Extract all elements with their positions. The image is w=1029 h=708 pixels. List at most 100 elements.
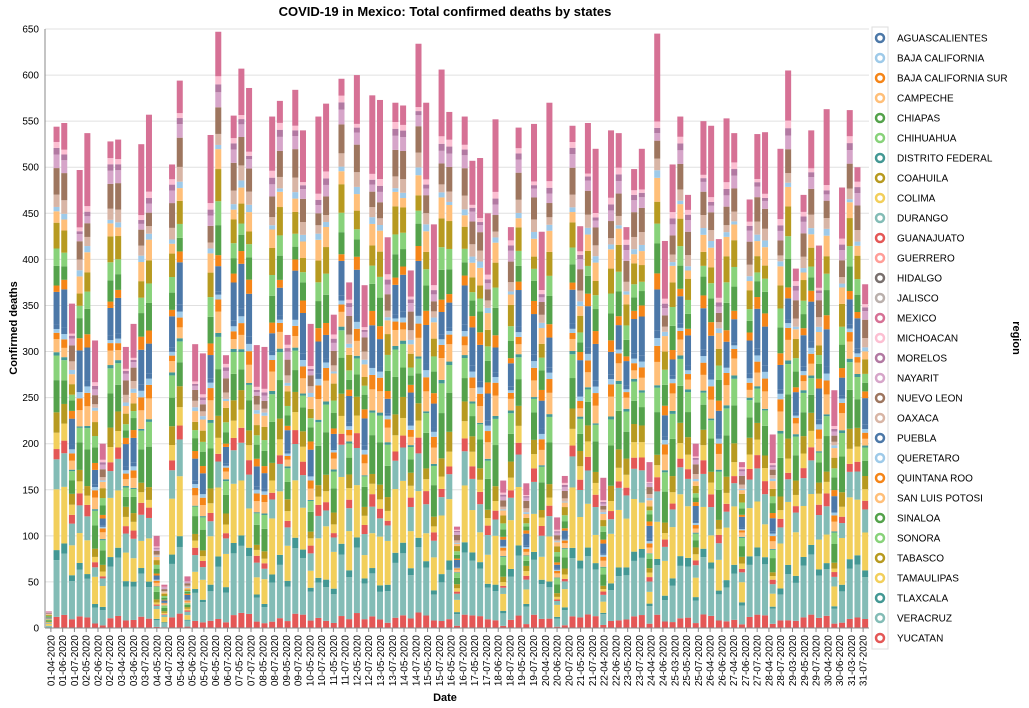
bar-segment (299, 549, 306, 558)
bar-segment (222, 367, 229, 371)
bar-segment (569, 332, 576, 339)
bar-segment (45, 623, 52, 624)
bar-segment (238, 409, 245, 428)
bar-segment (677, 385, 684, 423)
bar-segment (315, 301, 322, 329)
bar-segment (122, 506, 129, 517)
bar-segment (546, 217, 553, 225)
bar-segment (122, 373, 129, 381)
bar-segment (862, 304, 869, 308)
bar-segment (584, 503, 591, 548)
bar-segment (192, 484, 199, 488)
bar-segment (677, 163, 684, 190)
bar-segment (715, 443, 722, 454)
bar-segment (276, 122, 283, 130)
bar-segment (715, 306, 722, 313)
bar-segment (184, 583, 191, 586)
bar-segment (523, 526, 530, 531)
bar-segment (68, 469, 75, 472)
bar-segment (330, 428, 337, 434)
legend-symbol (874, 552, 886, 564)
bar-segment (130, 418, 137, 431)
bar-segment (654, 465, 661, 478)
bar-segment (400, 317, 407, 323)
bar-segment (315, 582, 322, 618)
bar-segment (815, 504, 822, 516)
x-tick-label: 10-05-2020 (305, 635, 316, 687)
bar-segment (369, 374, 376, 390)
bar-segment (862, 570, 869, 578)
bar-segment (507, 390, 514, 393)
bar-segment (238, 535, 245, 546)
bar-segment (253, 524, 260, 545)
bar-segment (685, 328, 692, 336)
bar-segment (446, 269, 453, 295)
bar-segment (68, 480, 75, 494)
bar-segment (184, 615, 191, 620)
bar-segment (592, 309, 599, 332)
bar-segment (269, 499, 276, 519)
bar-segment (569, 408, 576, 429)
bar-segment (461, 401, 468, 422)
x-tick-label: 22-06-2020 (611, 635, 622, 687)
bar-segment (84, 206, 91, 212)
bar-segment (153, 599, 160, 603)
x-tick-label: 31-03-2020 (847, 635, 858, 687)
bar-segment (600, 500, 607, 503)
bar-segment (246, 293, 253, 337)
bar-segment (346, 570, 353, 578)
bar-segment (238, 349, 245, 352)
bar-segment (815, 575, 822, 618)
bar-segment (284, 348, 291, 352)
x-tick-label: 26-06-2020 (717, 635, 728, 687)
bar-segment (276, 380, 283, 419)
bar-segment (808, 412, 815, 431)
bar-segment (631, 263, 638, 285)
bar-segment (554, 604, 561, 617)
bar-segment (61, 486, 68, 544)
bar-segment (823, 506, 830, 535)
bar-segment (454, 567, 461, 569)
bar-segment (253, 555, 260, 563)
bar-segment (361, 524, 368, 535)
bar-segment (677, 339, 684, 356)
bar-segment (392, 176, 399, 189)
bar-segment (215, 294, 222, 300)
bar-segment (731, 224, 738, 241)
bar-segment (531, 551, 538, 560)
bar-segment (685, 220, 692, 232)
bar-segment (515, 344, 522, 355)
bar-segment (199, 505, 206, 517)
bar-segment (253, 562, 260, 578)
bar-segment (299, 557, 306, 615)
bar-segment (507, 433, 514, 462)
bar-segment (207, 521, 214, 537)
bar-segment (122, 413, 129, 425)
bar-segment (299, 446, 306, 462)
bar-segment (477, 250, 484, 262)
bar-segment (454, 526, 461, 530)
legend-symbol (874, 352, 886, 364)
legend-label: DISTRITO FEDERAL (897, 154, 993, 165)
bar-segment (299, 360, 306, 367)
bar-segment (554, 569, 561, 571)
bar-segment (554, 529, 561, 532)
bar-segment (461, 248, 468, 263)
bar-segment (161, 603, 168, 606)
bar-segment (346, 435, 353, 442)
x-tick-label: 23-07-2020 (635, 635, 646, 687)
bar-segment (138, 502, 145, 515)
bar-segment (623, 392, 630, 398)
bar-segment (569, 167, 576, 195)
bar-segment (800, 505, 807, 557)
bar-segment (184, 594, 191, 600)
bar-segment (53, 168, 60, 195)
bar-segment (815, 617, 822, 628)
bar-segment (261, 551, 268, 559)
bar-segment (661, 472, 668, 492)
bar-segment (846, 299, 853, 325)
bar-segment (723, 372, 730, 386)
bar-segment (130, 558, 137, 582)
bar-segment (469, 262, 476, 278)
bar-segment (184, 626, 191, 628)
